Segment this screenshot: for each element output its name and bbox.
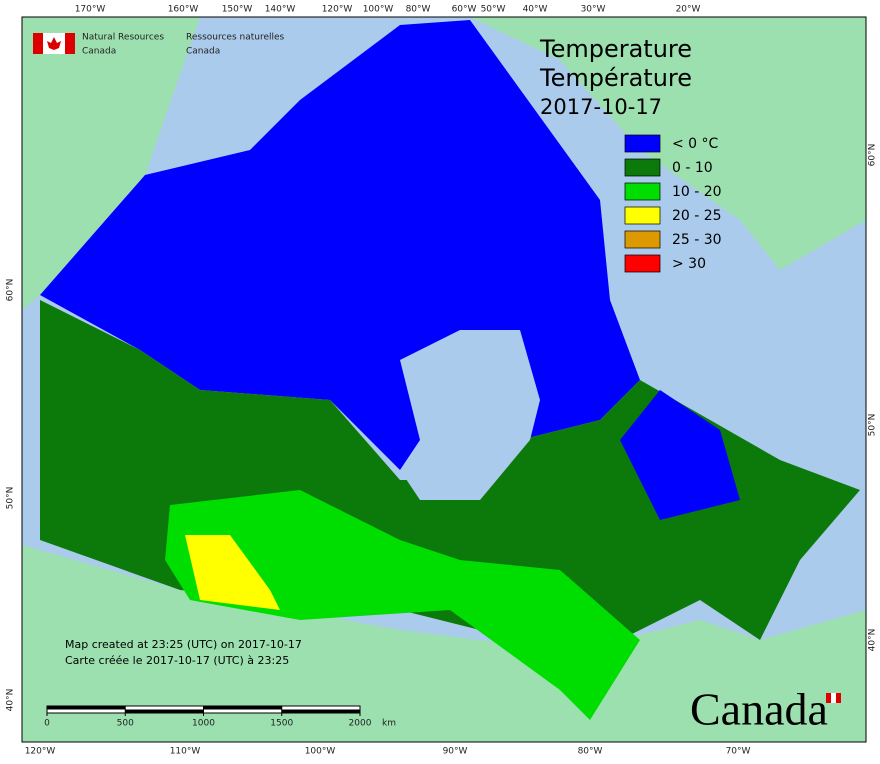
graticule-label: 20°W — [676, 5, 701, 15]
title-date: 2017-10-17 — [540, 95, 662, 119]
legend-swatch — [624, 134, 661, 153]
alaska — [22, 17, 200, 310]
graticule-label: 50°W — [481, 5, 506, 15]
graticule-label: 80°W — [406, 5, 431, 15]
scale-label: 1500 — [270, 719, 293, 729]
graticule-label: 60°W — [452, 5, 477, 15]
graticule-label: 40°N — [6, 689, 16, 712]
graticule-label: 170°W — [75, 5, 106, 15]
legend-label: 0 - 10 — [672, 160, 713, 176]
greenland — [470, 17, 866, 270]
legend-label: > 30 — [672, 256, 706, 272]
graticule-label: 120°W — [25, 747, 56, 757]
graticule-label: 100°W — [363, 5, 394, 15]
title-fr: Température — [539, 64, 692, 92]
wordmark: Canada — [690, 684, 828, 735]
usa — [22, 545, 866, 742]
region-10-20 — [165, 490, 640, 720]
scale-label: 2000 — [349, 719, 372, 729]
graticule-label: 60°N — [6, 279, 16, 302]
legend-swatch — [624, 254, 661, 273]
scale-unit: km — [382, 719, 396, 729]
graticule-label: 60°N — [868, 144, 878, 167]
scale-segment — [281, 709, 360, 713]
legend-swatch — [624, 230, 661, 249]
graticule-label: 90°W — [443, 747, 468, 757]
graticule-label: 160°W — [168, 5, 199, 15]
scale-label: 1000 — [192, 719, 215, 729]
graticule-label: 50°N — [868, 414, 878, 437]
wordmark-flag — [826, 693, 841, 703]
graticule-label: 80°W — [578, 747, 603, 757]
graticule-label: 40°W — [523, 5, 548, 15]
legend-swatch — [624, 206, 661, 225]
graticule-label: 30°W — [581, 5, 606, 15]
scale-segment — [125, 709, 204, 713]
nrcan-flag — [33, 33, 75, 54]
org-fr: Ressources naturelles — [186, 33, 285, 43]
note: Map created at 23:25 (UTC) on 2017-10-17 — [65, 638, 302, 651]
legend-swatch — [624, 182, 661, 201]
graticule-label: 100°W — [305, 747, 336, 757]
scale-segment — [203, 706, 282, 710]
legend-label: 20 - 25 — [672, 208, 722, 224]
region-20-25 — [185, 535, 280, 610]
graticule-label: 150°W — [222, 5, 253, 15]
legend-label: 25 - 30 — [672, 232, 722, 248]
scale-segment — [47, 706, 126, 710]
org-en: Canada — [82, 47, 116, 57]
scale-label: 500 — [117, 719, 134, 729]
graticule-label: 140°W — [265, 5, 296, 15]
hudson-bay — [400, 330, 540, 500]
graticule-label: 70°W — [726, 747, 751, 757]
legend-label: < 0 °C — [672, 136, 719, 152]
org-fr: Canada — [186, 47, 220, 57]
region-below-zero-quebec — [620, 390, 740, 520]
legend-swatch — [624, 158, 661, 177]
org-en: Natural Resources — [82, 33, 164, 43]
note: Carte créée le 2017-10-17 (UTC) à 23:25 — [65, 654, 289, 667]
graticule-label: 50°N — [6, 487, 16, 510]
graticule-label: 40°N — [868, 629, 878, 652]
scale-label: 0 — [44, 719, 50, 729]
legend-label: 10 - 20 — [672, 184, 722, 200]
graticule-label: 120°W — [322, 5, 353, 15]
title-en: Temperature — [539, 35, 692, 63]
graticule-label: 110°W — [170, 747, 201, 757]
frame — [21, 16, 867, 743]
